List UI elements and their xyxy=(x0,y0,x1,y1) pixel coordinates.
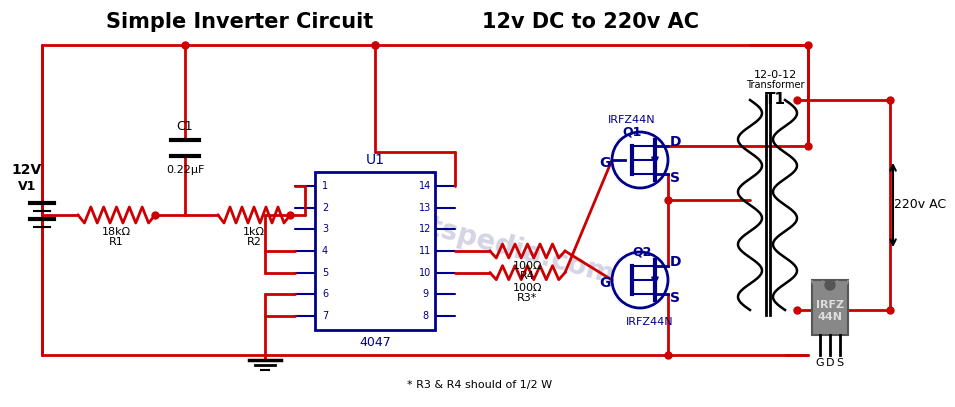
Text: D: D xyxy=(669,135,681,149)
Text: 44N: 44N xyxy=(817,312,842,322)
Text: 12V: 12V xyxy=(11,163,42,177)
Text: D: D xyxy=(669,255,681,269)
Text: C1: C1 xyxy=(177,120,193,133)
Text: 14: 14 xyxy=(419,181,431,191)
Text: R1: R1 xyxy=(109,237,124,247)
Text: R3*: R3* xyxy=(518,293,538,303)
Text: 4047: 4047 xyxy=(359,335,391,348)
Text: D: D xyxy=(826,358,835,368)
Text: 10: 10 xyxy=(419,268,431,278)
Text: 1kΩ: 1kΩ xyxy=(243,227,265,237)
Text: 0.22μF: 0.22μF xyxy=(166,165,204,175)
Text: V1: V1 xyxy=(18,180,36,193)
Text: 220v AC: 220v AC xyxy=(894,199,946,212)
Text: IRFZ44N: IRFZ44N xyxy=(608,115,656,125)
Text: Simple Inverter Circuit: Simple Inverter Circuit xyxy=(106,12,373,32)
Text: G: G xyxy=(600,276,610,290)
Text: 12-0-12: 12-0-12 xyxy=(753,70,796,80)
Text: 11: 11 xyxy=(419,246,431,256)
Text: 100Ω: 100Ω xyxy=(513,283,542,293)
Bar xyxy=(812,280,848,335)
Text: R4: R4 xyxy=(520,271,535,281)
Text: 13: 13 xyxy=(419,203,431,213)
Text: 9: 9 xyxy=(422,289,428,299)
Text: 8: 8 xyxy=(422,311,428,321)
Text: T1: T1 xyxy=(765,92,786,107)
Text: U1: U1 xyxy=(366,153,385,167)
Text: IRFZ44N: IRFZ44N xyxy=(626,317,674,327)
Text: Transformer: Transformer xyxy=(746,80,804,90)
Text: 1: 1 xyxy=(322,181,329,191)
Text: 4: 4 xyxy=(322,246,329,256)
Circle shape xyxy=(825,280,835,290)
Text: 5: 5 xyxy=(322,268,329,278)
Text: IRFZ: IRFZ xyxy=(816,300,844,310)
Text: R2: R2 xyxy=(246,237,262,247)
Text: Q2: Q2 xyxy=(632,245,651,258)
Text: 6: 6 xyxy=(322,289,329,299)
Text: * R3 & R4 should of 1/2 W: * R3 & R4 should of 1/2 W xyxy=(408,380,553,390)
Text: 12v DC to 220v AC: 12v DC to 220v AC xyxy=(481,12,698,32)
Text: circuitspedia.com: circuitspedia.com xyxy=(342,190,618,289)
Text: 3: 3 xyxy=(322,224,329,234)
Text: G: G xyxy=(600,156,610,170)
Text: G: G xyxy=(816,358,824,368)
Text: Q1: Q1 xyxy=(623,125,642,138)
Text: 12: 12 xyxy=(419,224,432,234)
Text: 7: 7 xyxy=(322,311,329,321)
Text: 18kΩ: 18kΩ xyxy=(102,227,131,237)
Text: 2: 2 xyxy=(322,203,329,213)
Text: S: S xyxy=(837,358,843,368)
Bar xyxy=(315,172,435,330)
Text: S: S xyxy=(670,171,680,185)
Text: 100Ω: 100Ω xyxy=(513,261,542,271)
Text: S: S xyxy=(670,291,680,305)
